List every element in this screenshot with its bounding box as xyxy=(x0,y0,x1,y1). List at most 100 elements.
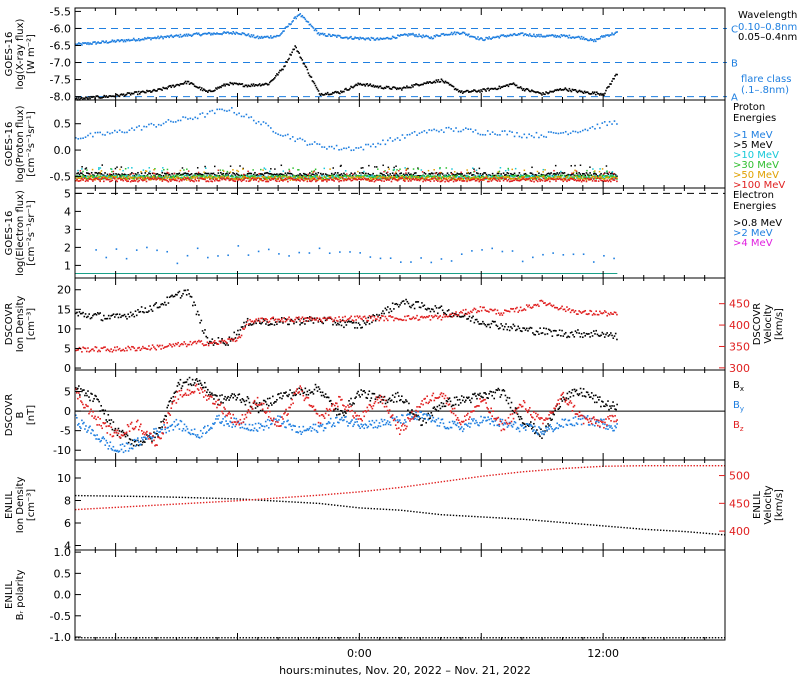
data-point xyxy=(224,395,226,398)
data-point xyxy=(292,167,294,169)
data-point xyxy=(510,83,513,86)
data-point xyxy=(599,177,601,180)
data-point xyxy=(344,170,347,172)
data-point xyxy=(94,394,96,397)
data-point xyxy=(579,130,582,133)
data-point xyxy=(148,90,150,92)
data-point xyxy=(160,124,162,127)
data-point xyxy=(262,320,265,322)
data-point xyxy=(519,86,522,88)
data-point xyxy=(501,325,504,327)
data-point xyxy=(360,37,362,40)
data-point xyxy=(185,33,188,36)
data-point xyxy=(476,38,478,40)
data-point xyxy=(406,178,409,181)
data-point xyxy=(462,309,465,311)
data-point xyxy=(313,388,316,391)
data-point xyxy=(301,59,304,61)
data-point xyxy=(614,74,616,77)
data-point xyxy=(123,313,126,316)
data-point xyxy=(427,176,429,178)
data-point xyxy=(584,128,587,131)
data-point xyxy=(165,87,167,89)
data-point xyxy=(388,168,390,170)
data-point xyxy=(555,174,557,177)
data-point xyxy=(239,175,242,178)
data-point xyxy=(548,34,550,37)
data-point xyxy=(585,313,588,315)
data-point xyxy=(533,333,535,336)
data-point xyxy=(454,175,456,177)
data-point xyxy=(305,317,307,319)
data-point xyxy=(223,109,226,112)
data-point xyxy=(404,137,406,139)
data-point xyxy=(512,177,515,180)
data-point xyxy=(189,180,192,182)
data-point xyxy=(561,35,564,37)
data-point xyxy=(415,317,417,319)
data-point xyxy=(128,129,131,132)
data-point xyxy=(322,177,325,180)
data-point xyxy=(423,35,425,38)
data-point xyxy=(183,169,185,171)
data-point xyxy=(85,177,88,180)
data-point xyxy=(406,85,408,87)
data-point xyxy=(380,87,383,89)
data-point xyxy=(99,171,102,174)
data-point xyxy=(211,338,214,340)
data-point xyxy=(505,173,507,176)
data-point xyxy=(109,41,112,43)
data-point xyxy=(529,306,532,309)
data-point xyxy=(211,177,214,179)
data-point xyxy=(571,173,573,176)
data-point xyxy=(310,25,313,27)
data-point xyxy=(528,133,530,136)
data-point xyxy=(577,175,579,178)
data-point xyxy=(346,173,348,175)
data-point xyxy=(254,176,256,179)
data-point xyxy=(183,289,186,292)
data-point xyxy=(159,427,161,429)
data-point xyxy=(335,407,337,410)
data-point xyxy=(395,179,398,181)
data-point xyxy=(192,342,194,344)
data-point xyxy=(131,314,133,317)
data-point xyxy=(365,323,367,326)
data-point xyxy=(233,82,236,84)
data-point xyxy=(458,315,461,318)
data-point xyxy=(562,172,565,175)
data-point xyxy=(203,171,205,173)
data-point xyxy=(479,323,482,325)
data-point xyxy=(279,174,282,177)
data-point xyxy=(166,171,168,174)
data-point xyxy=(161,177,164,179)
data-point xyxy=(491,320,494,323)
data-point xyxy=(233,393,236,396)
data-point xyxy=(167,302,170,304)
data-point xyxy=(145,311,148,313)
data-point xyxy=(442,32,445,35)
data-point xyxy=(475,37,477,40)
data-point xyxy=(198,379,201,382)
data-point xyxy=(155,173,158,175)
data-point xyxy=(557,178,560,181)
data-point xyxy=(601,331,604,334)
data-point xyxy=(237,32,240,35)
data-point xyxy=(249,178,251,181)
data-point xyxy=(347,89,349,91)
data-point xyxy=(304,177,306,180)
data-point xyxy=(126,317,128,320)
data-point xyxy=(352,86,354,89)
data-point xyxy=(89,177,92,179)
data-point xyxy=(271,317,273,319)
data-point xyxy=(352,174,355,177)
data-point xyxy=(540,332,543,335)
data-point xyxy=(206,391,208,394)
data-point xyxy=(299,13,302,15)
data-point xyxy=(611,334,613,337)
data-point xyxy=(155,177,158,180)
data-point xyxy=(555,173,557,176)
data-point xyxy=(585,91,588,93)
data-point xyxy=(194,304,197,306)
data-point xyxy=(143,311,145,314)
